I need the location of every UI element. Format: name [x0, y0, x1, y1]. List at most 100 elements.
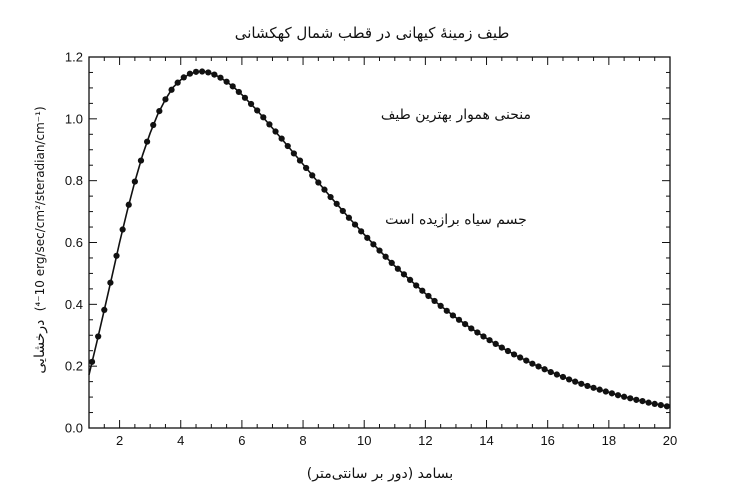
data-point: [529, 360, 536, 367]
x-axis-label: بسامد (دور بر سانتی‌متر): [307, 466, 453, 482]
data-point: [260, 114, 267, 121]
data-point: [535, 363, 542, 370]
data-point: [492, 340, 499, 348]
x-tick-label: 16: [540, 433, 554, 448]
annotations-layer: منحنی هموار بهترین طیف جسم سیاه برازیده ا…: [381, 107, 531, 228]
tick-labels: 2 4 6 8 10 12 14 16 18 20 0.0 0.2 0.4 0.6 0.8 1.0 1.2: [65, 50, 677, 449]
data-point: [406, 276, 414, 284]
x-tick-label: 18: [602, 433, 616, 448]
data-point: [547, 368, 554, 376]
fit-curve: [88, 70, 671, 408]
data-point: [333, 200, 340, 207]
data-point: [523, 357, 530, 364]
plot-border: [88, 56, 671, 429]
data-points-layer: [88, 68, 671, 410]
data-point: [510, 351, 518, 358]
data-point: [663, 403, 671, 410]
data-point: [211, 71, 218, 78]
fit-curve-layer: [88, 70, 671, 408]
y-axis-label: درخشایی (10⁻⁴ erg/sec/cm²/steradian/cm⁻¹…: [32, 106, 48, 373]
data-point: [186, 70, 194, 77]
data-point: [241, 94, 249, 101]
data-point: [95, 333, 102, 340]
data-point: [199, 68, 206, 75]
data-point: [168, 86, 175, 93]
data-point: [645, 399, 652, 406]
y-axis-label-group: درخشایی (10⁻⁴ erg/sec/cm²/steradian/cm⁻¹…: [32, 106, 48, 373]
data-point: [358, 228, 365, 235]
data-point: [180, 74, 187, 81]
data-point: [88, 358, 96, 365]
data-point: [382, 253, 389, 260]
data-point: [278, 135, 285, 142]
data-point: [205, 69, 212, 76]
y-tick-label: 0.0: [65, 421, 83, 436]
data-point: [150, 121, 157, 129]
data-point: [394, 265, 401, 272]
data-point: [315, 179, 322, 186]
data-point: [541, 366, 548, 373]
data-point: [266, 121, 273, 128]
chart-title: طیف زمینهٔ کیهانی در قطب شمال کهکشانی: [235, 24, 510, 42]
annotation-smooth-curve: منحنی هموار بهترین طیف: [381, 107, 531, 123]
data-point: [370, 241, 377, 248]
data-point: [504, 347, 512, 355]
axis-ticks: [88, 56, 671, 429]
x-tick-label: 12: [418, 433, 432, 448]
data-point: [602, 388, 609, 395]
data-point: [431, 297, 438, 305]
data-point: [651, 400, 658, 407]
data-point: [565, 376, 573, 383]
x-tick-label: 8: [299, 433, 306, 448]
data-point: [596, 386, 603, 393]
y-tick-label: 0.2: [65, 359, 83, 374]
data-point: [443, 307, 450, 314]
data-point: [517, 354, 524, 361]
y-axis-label-fa: درخشایی: [32, 320, 48, 374]
data-point: [247, 100, 255, 108]
data-point: [364, 234, 371, 241]
data-point: [449, 312, 456, 319]
data-point: [468, 325, 475, 332]
data-point: [639, 398, 646, 405]
data-point: [584, 382, 591, 390]
data-point: [345, 214, 353, 221]
data-point: [309, 172, 316, 179]
data-point: [572, 378, 579, 385]
y-tick-label: 1.2: [65, 50, 83, 65]
data-point: [113, 252, 120, 259]
x-tick-label: 10: [357, 433, 371, 448]
data-point: [462, 321, 469, 328]
y-tick-label: 0.4: [65, 297, 83, 312]
data-point: [559, 373, 567, 381]
data-point: [621, 393, 628, 400]
x-tick-label: 20: [663, 433, 677, 448]
data-point: [303, 164, 310, 172]
data-point: [413, 282, 420, 289]
data-point: [474, 329, 481, 336]
x-tick-label: 6: [238, 433, 245, 448]
x-tick-label: 4: [177, 433, 184, 448]
data-point: [156, 108, 163, 115]
data-point: [272, 128, 279, 135]
data-point: [223, 78, 230, 85]
data-point: [498, 344, 505, 351]
y-tick-label: 0.6: [65, 235, 83, 250]
data-point: [657, 402, 664, 409]
annotation-blackbody: جسم سیاه برازیده است: [385, 212, 527, 228]
y-tick-label: 0.8: [65, 173, 83, 188]
data-point: [388, 259, 395, 266]
data-point: [217, 74, 224, 81]
data-point: [321, 186, 328, 193]
data-point: [578, 380, 585, 387]
data-point: [284, 142, 291, 150]
data-point: [419, 287, 426, 294]
data-point: [192, 68, 200, 75]
data-point: [614, 392, 622, 399]
data-point: [400, 271, 408, 278]
data-point: [486, 337, 493, 344]
data-point: [144, 138, 151, 145]
y-axis-label-unit: (10⁻⁴ erg/sec/cm²/steradian/cm⁻¹): [33, 106, 47, 311]
data-point: [229, 83, 236, 90]
